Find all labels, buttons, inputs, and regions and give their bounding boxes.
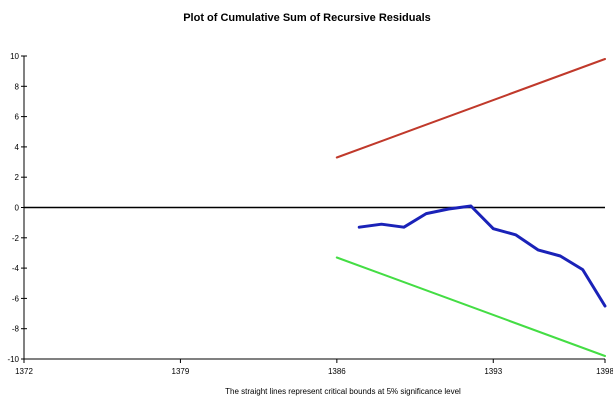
y-tick-label: -8	[12, 325, 20, 334]
y-tick-label: 4	[15, 143, 20, 152]
y-tick-label: -4	[12, 264, 20, 273]
series-line-2	[335, 256, 606, 357]
x-tick-label: 1398	[596, 367, 613, 376]
axes: 10 8 6 4 2 0 -2 -4 -6 -8 -10 1372 1379 1386 1393 1398	[7, 52, 613, 376]
y-tick-label: 2	[15, 173, 20, 182]
x-tick-label: 1393	[484, 367, 502, 376]
y-tick-label: 6	[15, 113, 20, 122]
y-tick-label: -10	[7, 355, 19, 364]
y-tick-label: -6	[12, 294, 20, 303]
y-tick-label: 10	[10, 52, 19, 61]
x-tick-label: 1372	[15, 367, 33, 376]
x-tick-label: 1386	[328, 367, 346, 376]
series-line-1	[335, 58, 606, 159]
series-line-3	[357, 204, 607, 308]
y-tick-label: 8	[15, 82, 20, 91]
series-layer	[335, 58, 607, 357]
y-tick-label: 0	[15, 204, 20, 213]
y-tick-label: -2	[12, 234, 20, 243]
chart-note: The straight lines represent critical bo…	[225, 387, 461, 396]
x-tick-label: 1379	[172, 367, 190, 376]
chart-title: Plot of Cumulative Sum of Recursive Resi…	[183, 12, 431, 24]
